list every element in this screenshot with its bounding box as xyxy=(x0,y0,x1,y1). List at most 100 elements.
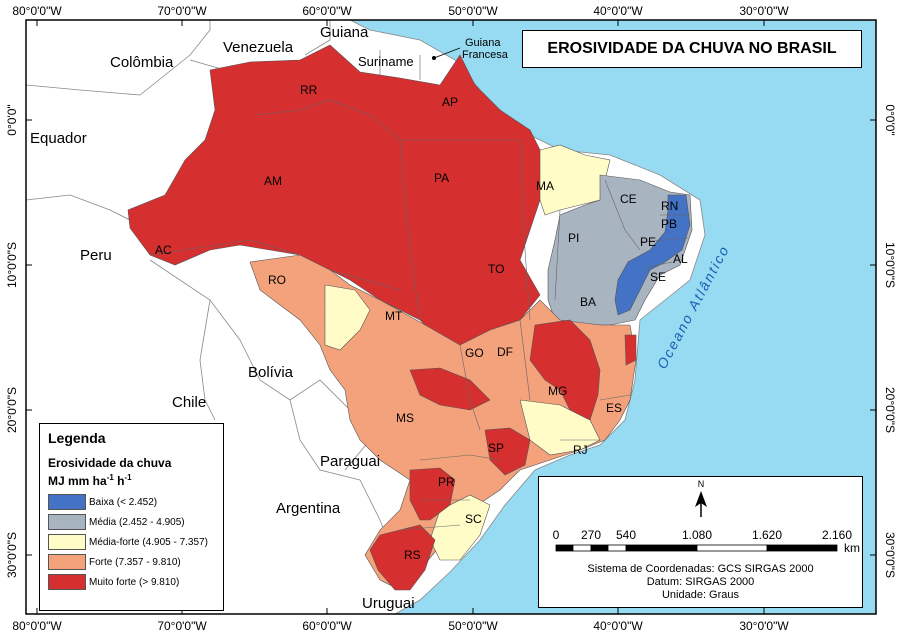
state-borders xyxy=(149,99,690,531)
svg-text:540: 540 xyxy=(616,528,636,542)
country-venezuela: Venezuela xyxy=(223,39,294,56)
state-label: MT xyxy=(385,309,403,323)
legend-item-muito-forte: Muito forte (> 9.810) xyxy=(48,574,215,590)
legend-swatch xyxy=(48,554,86,570)
state-label: BA xyxy=(580,295,596,309)
state-label: MS xyxy=(396,411,414,425)
tick-right: 0°0'0" xyxy=(883,104,897,135)
legend-label: Média-forte (4.905 - 7.357) xyxy=(89,536,208,548)
tick-right: 30°0'0"S xyxy=(883,532,897,578)
state-label: RN xyxy=(661,199,678,213)
svg-text:2.160: 2.160 xyxy=(822,528,852,542)
country-bolivia: Bolívia xyxy=(248,364,294,381)
svg-text:km: km xyxy=(844,541,860,555)
legend-item-forte: Forte (7.357 - 9.810) xyxy=(48,554,215,570)
svg-text:1.620: 1.620 xyxy=(752,528,782,542)
legend: Legenda Erosividade da chuva MJ mm ha-1 … xyxy=(39,423,224,611)
state-label: SE xyxy=(650,270,666,284)
country-colombia: Colômbia xyxy=(110,54,174,71)
tick-labels-right: 0°0'0" 10°0'0"S 20°0'0"S 30°0'0"S xyxy=(883,104,897,578)
state-label: CE xyxy=(620,192,637,206)
country-chile: Chile xyxy=(172,394,206,411)
tick-top: 60°0'0"W xyxy=(302,4,352,18)
zone-media-forte-central xyxy=(324,284,371,351)
legend-label: Média (2.452 - 4.905) xyxy=(89,516,185,528)
svg-text:270: 270 xyxy=(581,528,601,542)
legend-swatch xyxy=(48,574,86,590)
country-equador: Equador xyxy=(30,130,87,147)
zone-muito-forte-rs xyxy=(369,524,436,591)
country-guiana-francesa: Francesa xyxy=(462,49,509,61)
tick-right: 20°0'0"S xyxy=(883,387,897,433)
legend-label: Muito forte (> 9.810) xyxy=(89,576,180,588)
svg-text:N: N xyxy=(698,479,705,489)
scale-and-north: N 0 270 540 1.080 1.620 2.160 km xyxy=(553,479,860,555)
state-labels: RR AP AM PA MA CE RN PB PI PE AL SE AC T… xyxy=(155,83,688,562)
tick-bottom: 40°0'0"W xyxy=(593,619,643,633)
tick-labels-top: 80°0'0"W 70°0'0"W 60°0'0"W 50°0'0"W 40°0… xyxy=(12,4,789,18)
state-label: RO xyxy=(268,273,286,287)
tick-bottom: 80°0'0"W xyxy=(12,619,62,633)
state-label: PE xyxy=(640,235,656,249)
coordinate-system: Sistema de Coordenadas: GCS SIRGAS 2000 xyxy=(587,563,814,575)
country-peru: Peru xyxy=(80,247,112,264)
tick-labels-left: 0°0'0" 10°0'0"S 20°0'0"S 30°0'0"S xyxy=(5,104,19,578)
datum: Datum: SIRGAS 2000 xyxy=(646,576,755,588)
country-argentina: Argentina xyxy=(276,500,341,517)
zone-muito-forte-pr xyxy=(409,467,456,521)
svg-text:1.080: 1.080 xyxy=(682,528,712,542)
legend-label: Baixa (< 2.452) xyxy=(89,496,158,508)
tick-labels-bottom: 80°0'0"W 70°0'0"W 60°0'0"W 50°0'0"W 40°0… xyxy=(12,619,789,633)
state-label: DF xyxy=(497,345,513,359)
legend-item-media: Média (2.452 - 4.905) xyxy=(48,514,215,530)
state-label: TO xyxy=(488,262,504,276)
tick-top: 70°0'0"W xyxy=(157,4,207,18)
tick-top: 80°0'0"W xyxy=(12,4,62,18)
tick-top: 30°0'0"W xyxy=(739,4,789,18)
legend-swatch xyxy=(48,534,86,550)
tick-bottom: 70°0'0"W xyxy=(157,619,207,633)
country-labels: Colômbia Venezuela Guiana Suriname Guian… xyxy=(30,24,509,612)
tick-left: 10°0'0"S xyxy=(5,242,19,288)
scale-bar xyxy=(555,544,838,552)
zone-muito-forte-sp xyxy=(484,427,531,476)
legend-swatch xyxy=(48,514,86,530)
legend-item-media-forte: Média-forte (4.905 - 7.357) xyxy=(48,534,215,550)
state-label: RJ xyxy=(573,443,588,457)
units: Unidade: Graus xyxy=(661,589,740,601)
zone-media-forte-se xyxy=(519,399,601,456)
state-label: MG xyxy=(548,384,567,398)
state-label: ES xyxy=(606,401,622,415)
tick-top: 50°0'0"W xyxy=(448,4,498,18)
state-label: SP xyxy=(488,441,504,455)
map-info-box: N 0 270 540 1.080 1.620 2.160 km Sistema… xyxy=(538,476,863,608)
legend-label: Forte (7.357 - 9.810) xyxy=(89,556,181,568)
state-label: SC xyxy=(465,512,482,526)
state-label: AC xyxy=(155,243,172,257)
state-label: MA xyxy=(536,179,554,193)
state-label: AM xyxy=(264,174,282,188)
tick-left: 0°0'0" xyxy=(5,104,19,135)
tick-left: 30°0'0"S xyxy=(5,532,19,578)
legend-unit: MJ mm ha-1 h-1 xyxy=(48,473,132,488)
state-label: PA xyxy=(434,171,449,185)
legend-subtitle: Erosividade da chuva xyxy=(48,456,172,470)
tick-left: 20°0'0"S xyxy=(5,387,19,433)
state-label: GO xyxy=(465,346,484,360)
legend-swatch xyxy=(48,494,86,510)
state-label: RR xyxy=(300,83,318,97)
tick-top: 40°0'0"W xyxy=(593,4,643,18)
map-title: EROSIVIDADE DA CHUVA NO BRASIL xyxy=(522,30,862,68)
state-label: PR xyxy=(438,475,455,489)
legend-title: Legenda xyxy=(48,430,106,446)
state-label: RS xyxy=(404,548,421,562)
guiana-francesa-leader xyxy=(432,47,461,60)
zone-muito-forte-mg xyxy=(529,319,601,421)
country-suriname: Suriname xyxy=(358,54,414,69)
country-guiana-francesa: Guiana xyxy=(465,37,501,49)
svg-text:0: 0 xyxy=(553,528,560,542)
country-uruguai: Uruguai xyxy=(362,595,415,612)
legend-item-baixa: Baixa (< 2.452) xyxy=(48,494,215,510)
state-label: AL xyxy=(673,252,688,266)
state-label: PB xyxy=(661,217,677,231)
